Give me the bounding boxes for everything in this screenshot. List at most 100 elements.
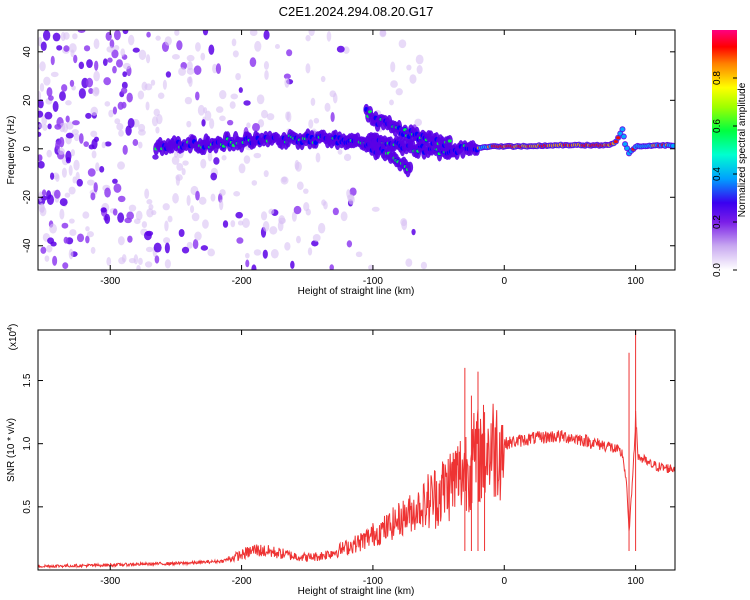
spectrogram-speckle: [50, 55, 55, 66]
spectrogram-speckle: [294, 159, 300, 171]
spectrogram-speckle: [44, 255, 50, 262]
colorbar-tick-label: 0.0: [712, 263, 723, 277]
snr-x-label: Height of straight line (km): [298, 586, 415, 597]
spectrogram-speckle: [293, 205, 302, 215]
spectrogram-speckle: [414, 118, 422, 127]
spectrogram-speckle: [122, 62, 131, 70]
ridge-core: [447, 139, 452, 143]
snr-spikes: [464, 330, 637, 552]
spectrogram-y-tick-label: 0: [22, 146, 33, 152]
spectrogram-speckle: [245, 259, 250, 268]
spectrogram-speckle: [186, 61, 193, 71]
spectrogram-speckle: [38, 36, 43, 47]
spectrogram-speckle: [39, 61, 46, 72]
spectrogram-speckle: [409, 74, 417, 84]
spectrogram-speckle: [326, 31, 332, 42]
snr-x-tick-label: -200: [232, 576, 252, 587]
spectrogram-speckle: [253, 152, 262, 159]
spectrogram-speckle: [195, 42, 201, 52]
spectrogram-speckle: [171, 155, 180, 165]
spectrogram-speckle: [92, 86, 100, 97]
spectrogram-speckle: [90, 192, 96, 201]
spectrogram-speckle: [49, 172, 55, 180]
spectrogram-speckle: [181, 168, 186, 176]
spectrogram-speckle: [262, 221, 270, 232]
spectrogram-speckle: [68, 164, 73, 176]
spectrogram-speckle: [113, 30, 121, 41]
spectrogram-speckle: [46, 244, 53, 253]
spectrogram-speckle: [83, 45, 91, 52]
spectrogram-speckle: [100, 207, 107, 213]
spectrogram-speckle: [400, 218, 408, 227]
spectrogram-speckle: [186, 241, 193, 249]
spectrogram-speckle: [208, 44, 215, 55]
spectrogram-speckle: [58, 136, 65, 148]
spectrogram-speckle: [86, 59, 93, 68]
spectrogram-speckle: [165, 71, 172, 78]
spectrogram-speckle: [113, 183, 122, 193]
spectrogram-speckle: [38, 123, 44, 129]
spectrogram-speckle: [171, 54, 180, 60]
spectrogram-speckle: [138, 129, 146, 136]
spectrogram-speckle: [59, 122, 66, 133]
ridge-core: [613, 139, 618, 144]
spectrogram-speckle: [122, 71, 128, 78]
spectrogram-speckle: [307, 247, 313, 256]
spectrogram-speckle: [245, 252, 250, 259]
spectrogram-speckle: [186, 120, 192, 128]
spectrogram-speckle: [221, 155, 227, 161]
snr-x-ticks: -300 -200 -100 0 100: [100, 330, 644, 587]
spectrogram-speckle: [44, 111, 53, 120]
ridge-mid: [670, 143, 675, 148]
spectrogram-speckle: [90, 106, 99, 116]
spectrogram-speckle: [70, 49, 75, 58]
spectrogram-speckle: [121, 81, 128, 89]
spectrogram-speckle: [310, 97, 316, 107]
colorbar-gradient: [712, 30, 737, 270]
spectrogram-speckle: [201, 119, 206, 127]
spectrogram-speckle: [150, 79, 156, 86]
snr-multiplier-base: (x10: [8, 330, 19, 350]
colorbar-tick-label: 0.4: [712, 167, 723, 181]
spectrogram-y-tick-label: 40: [22, 46, 33, 58]
spectrogram-speckle: [202, 219, 209, 229]
spectrogram-speckle: [118, 129, 124, 137]
spectrogram-speckle: [106, 46, 114, 53]
spectrogram-speckle: [114, 118, 121, 125]
spectrogram-speckle: [69, 79, 75, 87]
snr-multiplier: (x104): [7, 324, 19, 351]
spectrogram-speckle: [145, 101, 150, 111]
spectrogram-speckle: [61, 167, 67, 178]
spectrogram-speckle: [191, 212, 200, 222]
spectrogram-speckle: [212, 63, 218, 74]
spectrogram-speckle: [122, 30, 129, 35]
spectrogram-speckle: [88, 87, 94, 95]
spectrogram-speckle: [146, 208, 154, 218]
spectrogram-speckle: [117, 236, 125, 246]
spectrogram-speckle: [144, 261, 153, 268]
spectrogram-speckle: [243, 155, 251, 164]
spectrogram-speckle: [38, 203, 45, 213]
spectrogram-speckle: [68, 248, 74, 260]
spectrogram-speckle: [305, 63, 311, 74]
spectrogram-speckle: [416, 65, 423, 75]
spectrogram-speckle: [109, 39, 115, 49]
spectrogram-speckle: [253, 249, 262, 256]
spectrogram-speckle: [61, 84, 68, 92]
spectrogram-speckle: [72, 120, 80, 126]
ridge-core: [616, 136, 621, 140]
snr-y-tick-label: 1.5: [22, 373, 33, 387]
spectrogram-speckle: [108, 109, 114, 118]
spectrogram-speckle: [62, 262, 69, 270]
spectrogram-x-tick-label: 100: [627, 276, 644, 287]
spectrogram-speckle: [145, 54, 151, 64]
spectrogram-speckle: [285, 111, 290, 121]
spectrogram-speckle: [59, 91, 66, 101]
spectrogram-speckle: [320, 75, 326, 83]
spectrogram-speckle: [38, 154, 43, 162]
snr-x-tick-label: -300: [100, 576, 120, 587]
spectrogram-y-label: Frequency (Hz): [6, 116, 17, 185]
spectrogram-speckle: [104, 141, 112, 147]
